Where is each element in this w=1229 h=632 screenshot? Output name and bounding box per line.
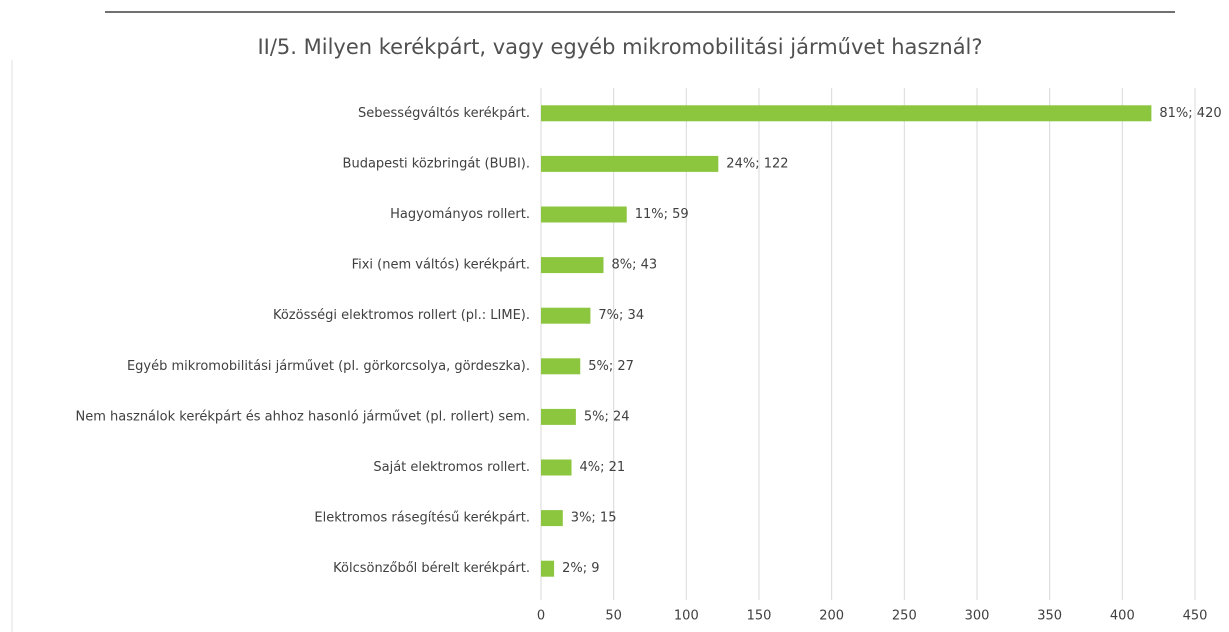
x-tick-label: 0 (537, 609, 545, 624)
data-label: 81%; 420 (1159, 106, 1221, 121)
data-label: 7%; 34 (598, 308, 644, 323)
data-label: 11%; 59 (635, 207, 689, 222)
x-tick-label: 250 (892, 609, 917, 624)
bar (541, 408, 576, 425)
data-label: 5%; 24 (584, 409, 630, 424)
x-tick-label: 100 (674, 609, 699, 624)
data-label: 5%; 27 (588, 359, 634, 374)
bar (541, 459, 572, 476)
bar (541, 358, 581, 375)
category-label: Kölcsönzőből bérelt kerékpárt. (333, 561, 530, 576)
category-label: Fixi (nem váltós) kerékpárt. (352, 258, 530, 273)
bar (541, 105, 1152, 122)
category-label: Budapesti közbringát (BUBI). (343, 156, 530, 171)
category-label: Közösségi elektromos rollert (pl.: LIME)… (273, 308, 530, 323)
x-tick-label: 200 (819, 609, 844, 624)
data-label: 4%; 21 (580, 460, 626, 475)
data-label: 24%; 122 (726, 156, 788, 171)
data-label: 2%; 9 (562, 561, 599, 576)
bar (541, 206, 627, 223)
bar (541, 257, 604, 274)
x-tick-label: 400 (1110, 609, 1135, 624)
data-label: 3%; 15 (571, 511, 617, 526)
category-label: Sebességváltós kerékpárt. (358, 106, 530, 121)
category-label: Egyéb mikromobilitási járművet (pl. görk… (127, 359, 530, 374)
data-label: 8%; 43 (611, 258, 657, 273)
category-label: Elektromos rásegítésű kerékpárt. (314, 511, 530, 526)
x-tick-label: 450 (1183, 609, 1208, 624)
chart-title: II/5. Milyen kerékpárt, vagy egyéb mikro… (257, 35, 982, 59)
x-tick-label: 150 (747, 609, 772, 624)
bar (541, 155, 719, 172)
category-label: Nem használok kerékpárt és ahhoz hasonló… (76, 409, 531, 424)
category-label: Hagyományos rollert. (390, 207, 530, 222)
x-tick-label: 300 (965, 609, 990, 624)
category-label: Saját elektromos rollert. (373, 460, 530, 475)
x-tick-label: 50 (605, 609, 622, 624)
bar (541, 307, 591, 324)
bar (541, 510, 563, 527)
bar (541, 560, 555, 577)
x-tick-label: 350 (1037, 609, 1062, 624)
